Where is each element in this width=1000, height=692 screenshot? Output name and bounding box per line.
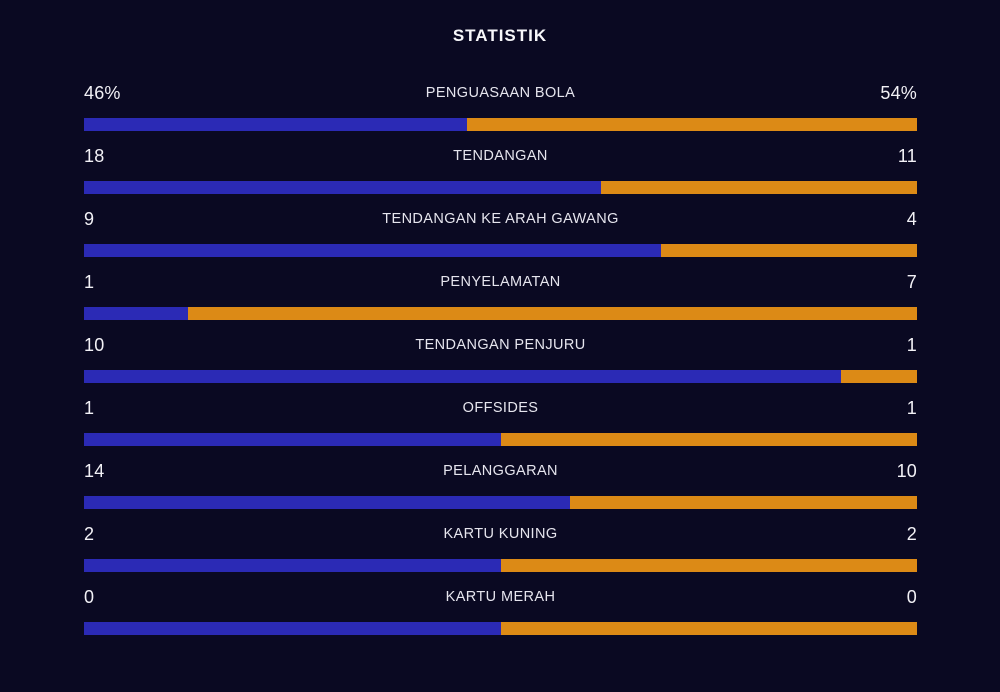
stat-bar bbox=[84, 559, 917, 572]
home-value: 9 bbox=[84, 209, 95, 229]
stat-bar bbox=[84, 118, 917, 131]
stat-label: KARTU KUNING bbox=[443, 526, 558, 542]
home-bar-segment bbox=[84, 559, 501, 572]
stat-bar bbox=[84, 181, 917, 194]
away-bar-segment bbox=[601, 181, 917, 194]
stat-label: TENDANGAN KE ARAH GAWANG bbox=[382, 211, 619, 227]
home-value: 14 bbox=[84, 461, 105, 481]
stat-header: 10 TENDANGAN PENJURU 1 bbox=[84, 334, 917, 356]
stat-bar bbox=[84, 496, 917, 509]
page-title: STATISTIK bbox=[452, 26, 548, 45]
stat-label: PENGUASAAN BOLA bbox=[425, 85, 576, 101]
home-value: 18 bbox=[84, 146, 105, 166]
stat-label: PENYELAMATAN bbox=[440, 274, 561, 290]
stat-row-red-cards: 0 KARTU MERAH 0 bbox=[84, 586, 917, 635]
stat-header: 46% PENGUASAAN BOLA 54% bbox=[84, 82, 917, 104]
stats-list: 46% PENGUASAAN BOLA 54% 18 TENDANGAN 11 bbox=[84, 82, 917, 635]
away-value: 54% bbox=[880, 83, 917, 103]
away-value: 4 bbox=[906, 209, 917, 229]
stat-bar bbox=[84, 307, 917, 320]
home-value: 46% bbox=[84, 83, 121, 103]
away-bar-segment bbox=[188, 307, 917, 320]
home-value: 2 bbox=[84, 524, 95, 544]
home-value: 1 bbox=[84, 272, 95, 292]
away-value: 0 bbox=[906, 587, 917, 607]
stat-row-corners: 10 TENDANGAN PENJURU 1 bbox=[84, 334, 917, 383]
away-bar-segment bbox=[660, 244, 917, 257]
stat-row-offsides: 1 OFFSIDES 1 bbox=[84, 397, 917, 446]
home-bar-segment bbox=[84, 244, 661, 257]
away-value: 7 bbox=[906, 272, 917, 292]
stat-header: 1 PENYELAMATAN 7 bbox=[84, 271, 917, 293]
home-bar-segment bbox=[84, 433, 501, 446]
stat-bar bbox=[84, 370, 917, 383]
away-value: 2 bbox=[906, 524, 917, 544]
stat-label: PELANGGARAN bbox=[443, 463, 558, 479]
stat-row-shots: 18 TENDANGAN 11 bbox=[84, 145, 917, 194]
away-bar-segment bbox=[500, 433, 917, 446]
home-bar-segment bbox=[84, 118, 468, 131]
away-bar-segment bbox=[500, 622, 917, 635]
stat-header: 18 TENDANGAN 11 bbox=[84, 145, 917, 167]
away-value: 1 bbox=[906, 398, 917, 418]
away-bar-segment bbox=[569, 496, 917, 509]
home-value: 1 bbox=[84, 398, 95, 418]
away-value: 1 bbox=[906, 335, 917, 355]
home-bar-segment bbox=[84, 370, 842, 383]
stat-label: TENDANGAN PENJURU bbox=[415, 337, 586, 353]
home-value: 0 bbox=[84, 587, 95, 607]
stat-row-possession: 46% PENGUASAAN BOLA 54% bbox=[84, 82, 917, 131]
stat-row-saves: 1 PENYELAMATAN 7 bbox=[84, 271, 917, 320]
away-value: 10 bbox=[896, 461, 917, 481]
home-bar-segment bbox=[84, 622, 501, 635]
stat-header: 1 OFFSIDES 1 bbox=[84, 397, 917, 419]
stat-row-shots-on-target: 9 TENDANGAN KE ARAH GAWANG 4 bbox=[84, 208, 917, 257]
stat-bar bbox=[84, 244, 917, 257]
home-bar-segment bbox=[84, 181, 602, 194]
stat-header: 0 KARTU MERAH 0 bbox=[84, 586, 917, 608]
stat-label: KARTU MERAH bbox=[445, 589, 556, 605]
stat-bar bbox=[84, 622, 917, 635]
stat-header: 9 TENDANGAN KE ARAH GAWANG 4 bbox=[84, 208, 917, 230]
stat-bar bbox=[84, 433, 917, 446]
stat-header: 14 PELANGGARAN 10 bbox=[84, 460, 917, 482]
home-value: 10 bbox=[84, 335, 105, 355]
away-bar-segment bbox=[500, 559, 917, 572]
stat-row-yellow-cards: 2 KARTU KUNING 2 bbox=[84, 523, 917, 572]
stat-header: 2 KARTU KUNING 2 bbox=[84, 523, 917, 545]
stat-label: OFFSIDES bbox=[462, 400, 539, 416]
home-bar-segment bbox=[84, 496, 570, 509]
home-bar-segment bbox=[84, 307, 189, 320]
stat-label: TENDANGAN bbox=[453, 148, 548, 164]
away-bar-segment bbox=[467, 118, 917, 131]
away-bar-segment bbox=[841, 370, 917, 383]
stat-row-fouls: 14 PELANGGARAN 10 bbox=[84, 460, 917, 509]
away-value: 11 bbox=[897, 146, 917, 166]
